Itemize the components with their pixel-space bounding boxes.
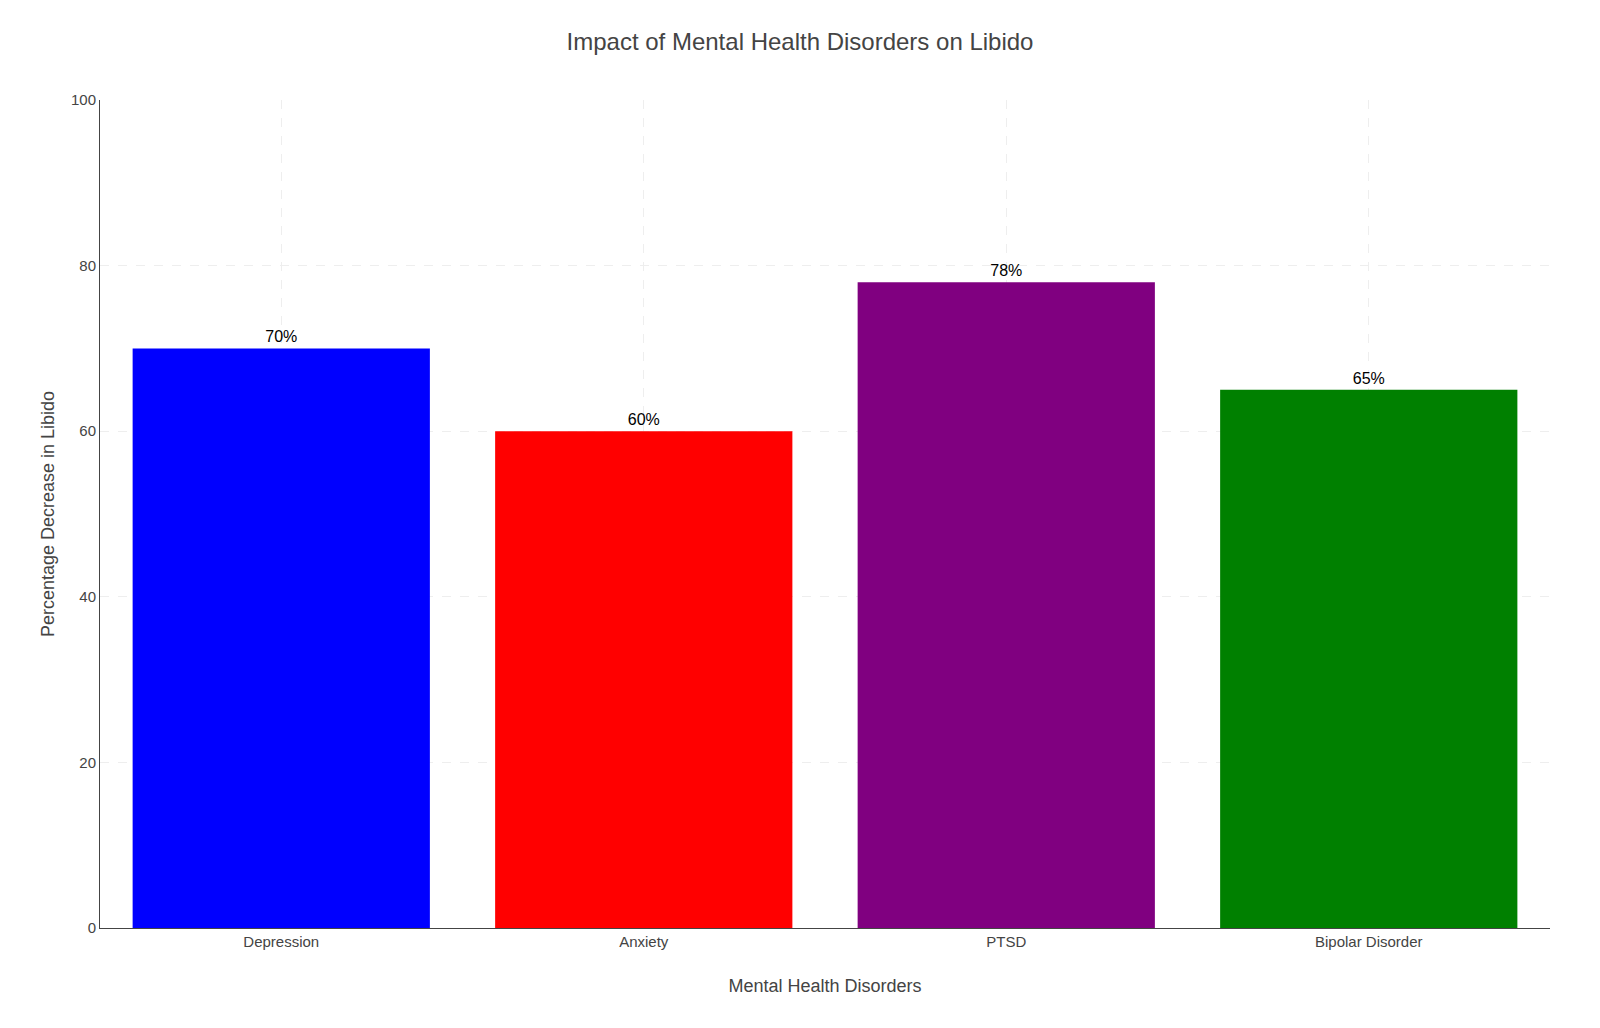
- svg-text:Mental Health Disorders: Mental Health Disorders: [728, 976, 921, 996]
- svg-text:100: 100: [71, 91, 96, 108]
- svg-text:40: 40: [79, 588, 96, 605]
- svg-text:70%: 70%: [265, 328, 297, 345]
- svg-text:60: 60: [79, 422, 96, 439]
- svg-text:60%: 60%: [628, 411, 660, 428]
- svg-text:20: 20: [79, 754, 96, 771]
- svg-text:65%: 65%: [1353, 370, 1385, 387]
- svg-text:Percentage Decrease in Libido: Percentage Decrease in Libido: [38, 391, 58, 637]
- svg-text:Bipolar Disorder: Bipolar Disorder: [1315, 933, 1423, 950]
- svg-text:PTSD: PTSD: [986, 933, 1026, 950]
- svg-text:78%: 78%: [990, 262, 1022, 279]
- svg-text:Depression: Depression: [243, 933, 319, 950]
- svg-text:0: 0: [88, 919, 96, 936]
- svg-text:Impact of Mental Health Disord: Impact of Mental Health Disorders on Lib…: [567, 28, 1034, 55]
- svg-text:Anxiety: Anxiety: [619, 933, 669, 950]
- svg-text:80: 80: [79, 257, 96, 274]
